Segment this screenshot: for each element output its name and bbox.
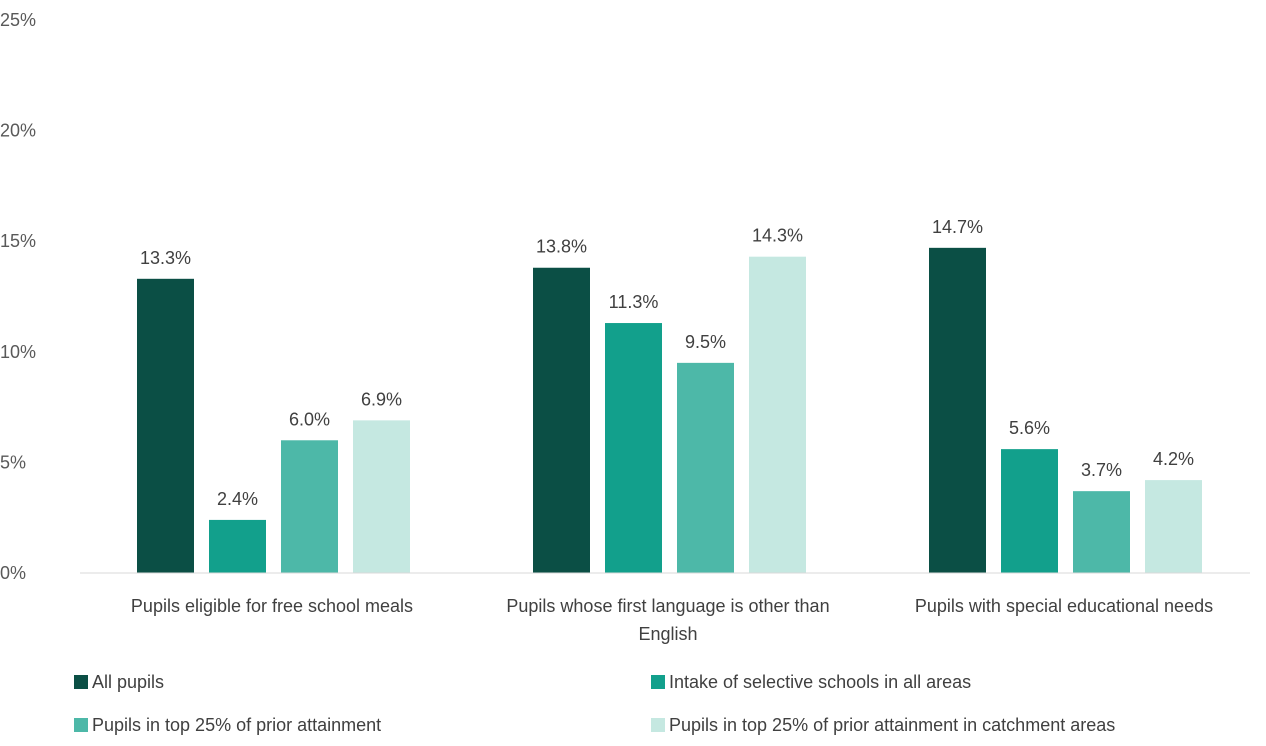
bar — [209, 519, 266, 573]
data-label: 6.9% — [361, 389, 402, 409]
data-label: 2.4% — [217, 489, 258, 509]
data-label: 4.2% — [1153, 449, 1194, 469]
bar — [353, 420, 410, 573]
bar — [677, 362, 734, 573]
bar — [749, 256, 806, 573]
legend-label: All pupils — [92, 672, 164, 692]
data-label: 13.8% — [536, 237, 587, 257]
legend-label: Pupils in top 25% of prior attainment in… — [669, 715, 1115, 735]
bar — [1001, 449, 1058, 573]
data-label: 14.7% — [932, 217, 983, 237]
data-label: 14.3% — [752, 226, 803, 246]
category-label: Pupils eligible for free school meals — [131, 596, 413, 616]
data-label: 5.6% — [1009, 418, 1050, 438]
legend-swatch — [651, 718, 665, 732]
y-tick-label: 25% — [0, 10, 36, 30]
bar — [533, 267, 590, 573]
bar — [605, 323, 662, 573]
data-label: 6.0% — [289, 409, 330, 429]
data-labels: 13.3% 13.8% 14.7% 2.4% 11.3% 5.6% 6.0% 9.5% 3.7%… — [140, 217, 1194, 509]
y-tick-label: 20% — [0, 121, 36, 141]
category-label: Pupils with special educational needs — [915, 596, 1213, 616]
data-label: 3.7% — [1081, 460, 1122, 480]
y-tick-label: 5% — [0, 452, 26, 472]
data-label: 13.3% — [140, 248, 191, 268]
data-label: 11.3% — [609, 292, 659, 312]
legend-label: Pupils in top 25% of prior attainment — [92, 715, 381, 735]
y-axis-ticks: 0% 5% 10% 15% 20% 25% — [0, 10, 36, 583]
bars — [137, 247, 1202, 573]
legend-swatch — [74, 718, 88, 732]
data-label: 9.5% — [685, 332, 726, 352]
legend-swatch — [651, 675, 665, 689]
category-label: Pupils whose first language is other tha… — [506, 596, 829, 616]
legend-swatch — [74, 675, 88, 689]
bar — [929, 247, 986, 573]
y-tick-label: 10% — [0, 342, 36, 362]
legend-label: Intake of selective schools in all areas — [669, 672, 971, 692]
bar — [1073, 491, 1130, 573]
bar — [281, 440, 338, 573]
bar — [1145, 480, 1202, 573]
y-tick-label: 0% — [0, 563, 26, 583]
bar — [137, 278, 194, 573]
legend: All pupils Intake of selective schools in… — [74, 672, 1115, 735]
category-label: English — [638, 624, 697, 644]
y-tick-label: 15% — [0, 231, 36, 251]
category-labels: Pupils eligible for free school meals Pup… — [131, 596, 1213, 644]
